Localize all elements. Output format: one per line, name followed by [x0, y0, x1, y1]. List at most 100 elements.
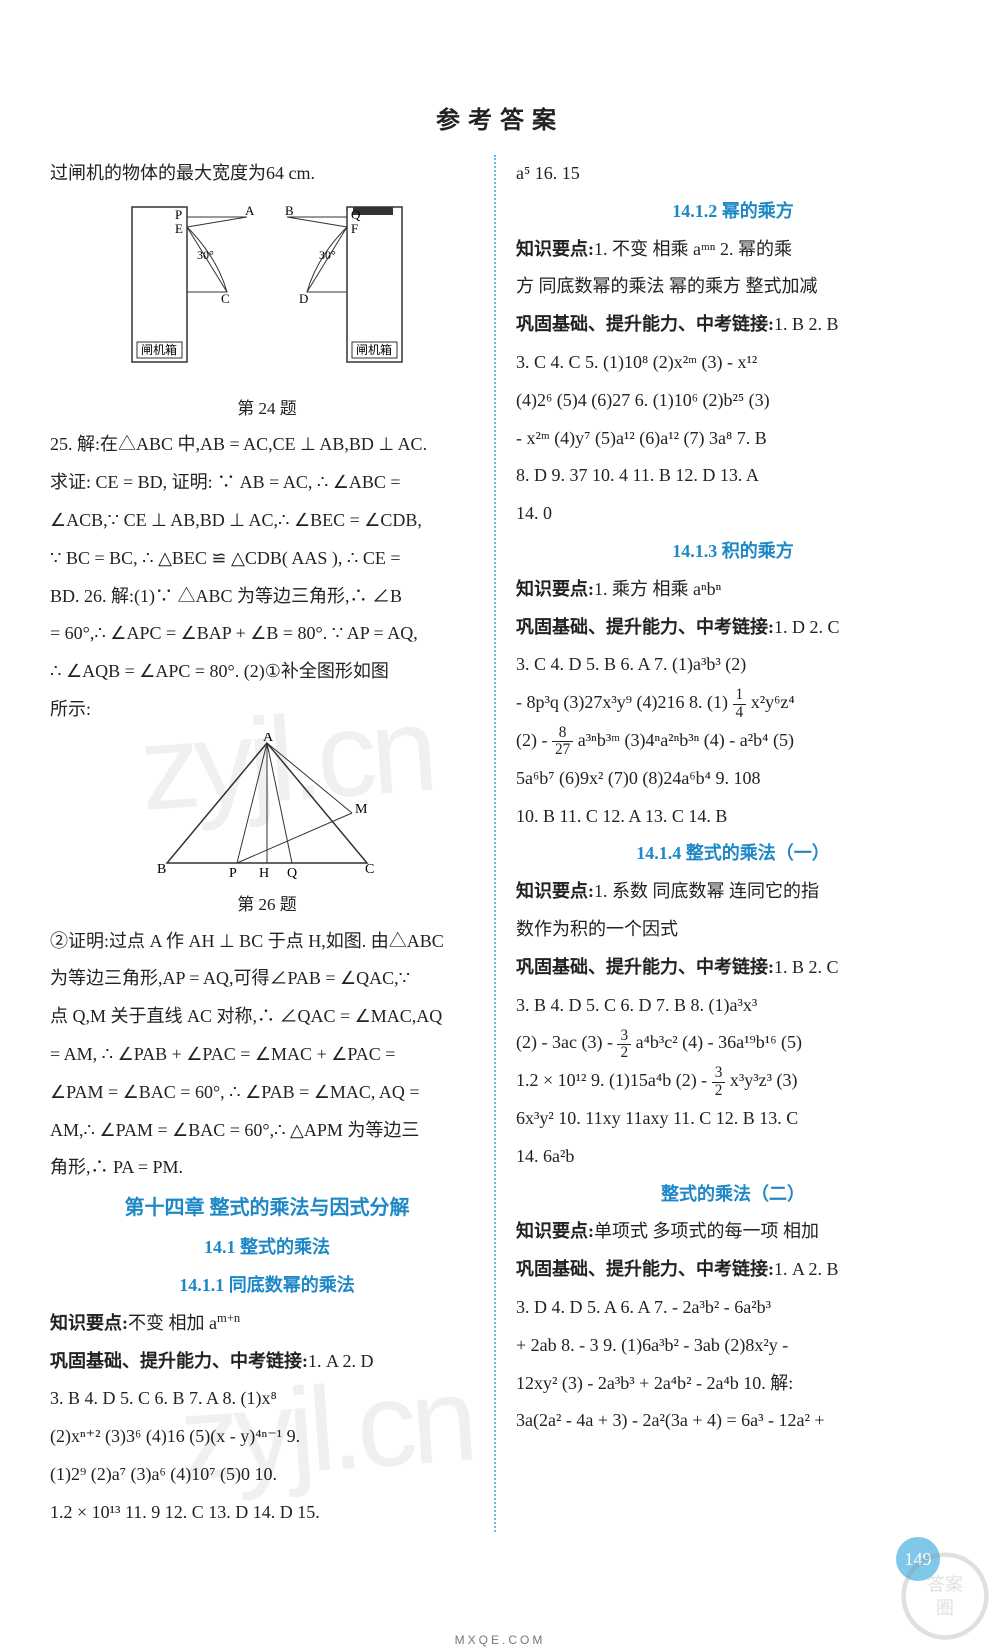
page-title: 参考答案: [0, 0, 1000, 135]
text-line: (4)2⁶ (5)4 (6)27 6. (1)10⁶ (2)b²⁵ (3): [516, 382, 950, 420]
text-line: ∠PAM = ∠BAC = 60°, ∴ ∠PAB = ∠MAC, AQ =: [50, 1074, 484, 1112]
label: 闸机箱: [141, 342, 177, 357]
label: Q: [287, 866, 297, 881]
exercise-label: 巩固基础、提升能力、中考链接:: [516, 957, 774, 977]
label: 30°: [319, 248, 336, 262]
label: Q: [351, 207, 361, 222]
text-line: - x²ᵐ (4)y⁷ (5)a¹² (6)a¹² (7) 3a⁸ 7. B: [516, 420, 950, 458]
text-line: ②证明:过点 A 作 AH ⊥ BC 于点 H,如图. 由△ABC: [50, 923, 484, 961]
text: a⁴b³c² (4) - 36a¹⁹b¹⁶ (5): [636, 1032, 802, 1052]
text-line: - 8p³q (3)27x³y⁹ (4)216 8. (1) 14 x²y⁶z⁴: [516, 684, 950, 722]
label: P: [229, 866, 237, 881]
text-line: 所示:: [50, 691, 484, 729]
text-line: 知识要点:1. 系数 同底数幂 连同它的指: [516, 873, 950, 911]
label: 闸机箱: [356, 342, 392, 357]
text-line: 3. D 4. D 5. A 6. A 7. - 2a³b² - 6a²b³: [516, 1289, 950, 1327]
label: A: [263, 733, 274, 745]
label: D: [299, 291, 308, 306]
text: (2) -: [516, 730, 552, 750]
text-line: 知识要点:单项式 多项式的每一项 相加: [516, 1213, 950, 1251]
text-line: 5a⁶b⁷ (6)9x² (7)0 (8)24a⁶b⁴ 9. 108: [516, 760, 950, 798]
columns: 过闸机的物体的最大宽度为64 cm. 闸机箱 闸机箱 P E A: [0, 135, 1000, 1532]
text-line: 8. D 9. 37 10. 4 11. B 12. D 13. A: [516, 457, 950, 495]
text-line: ∠ACB,∵ CE ⊥ AB,BD ⊥ AC,∴ ∠BEC = ∠CDB,: [50, 502, 484, 540]
fraction: 827: [552, 725, 573, 758]
text: a³ⁿb³ᵐ (3)4ⁿa²ⁿb³ⁿ (4) - a²b⁴ (5): [578, 730, 794, 750]
text-line: 数作为积的一个因式: [516, 911, 950, 949]
numerator: 3: [617, 1028, 631, 1045]
text-line: BD. 26. 解:(1)∵ △ABC 为等边三角形,∴ ∠B: [50, 578, 484, 616]
fraction: 14: [733, 687, 747, 720]
label: C: [365, 862, 374, 877]
text-line: + 2ab 8. - 3 9. (1)6a³b² - 3ab (2)8x²y -: [516, 1327, 950, 1365]
text-line: 25. 解:在△ABC 中,AB = AC,CE ⊥ AB,BD ⊥ AC.: [50, 426, 484, 464]
figure-26-caption: 第 26 题: [50, 887, 484, 923]
label: E: [175, 221, 183, 236]
knowledge-label: 知识要点:: [516, 239, 594, 259]
svg-text:答案: 答案: [927, 1575, 963, 1595]
text-line: (2)xⁿ⁺² (3)3⁶ (4)16 (5)(x - y)⁴ⁿ⁻¹ 9.: [50, 1418, 484, 1456]
label: B: [285, 203, 294, 218]
text-line: 点 Q,M 关于直线 AC 对称,∴ ∠QAC = ∠MAC,AQ: [50, 998, 484, 1036]
knowledge-label: 知识要点:: [516, 579, 594, 599]
label: 30°: [197, 248, 214, 262]
text-line: = 60°,∴ ∠APC = ∠BAP + ∠B = 80°. ∵ AP = A…: [50, 615, 484, 653]
numerator: 3: [712, 1065, 726, 1082]
text-line: 知识要点:1. 乘方 相乘 aⁿbⁿ: [516, 571, 950, 609]
text-line: 知识要点:1. 不变 相乘 aᵐⁿ 2. 幂的乘: [516, 231, 950, 269]
text-line: 3. C 4. C 5. (1)10⁸ (2)x²ᵐ (3) - x¹²: [516, 344, 950, 382]
knowledge-label: 知识要点:: [516, 1221, 594, 1241]
fraction: 32: [712, 1065, 726, 1098]
section-two-title: 整式的乘法（二）: [516, 1176, 950, 1214]
text-line: 求证: CE = BD, 证明: ∵ AB = AC, ∴ ∠ABC =: [50, 464, 484, 502]
label: C: [221, 291, 230, 306]
text-line: ∵ BC = BC, ∴ △BEC ≌ △CDB( AAS ), ∴ CE =: [50, 540, 484, 578]
numerator: 8: [552, 725, 573, 742]
denominator: 2: [712, 1083, 726, 1099]
svg-text:圈: 圈: [936, 1598, 954, 1618]
text-line: (2) - 827 a³ⁿb³ᵐ (3)4ⁿa²ⁿb³ⁿ (4) - a²b⁴ …: [516, 722, 950, 760]
label: P: [175, 207, 182, 222]
section-14-1-4-title: 14.1.4 整式的乘法（一）: [516, 835, 950, 873]
denominator: 2: [617, 1045, 631, 1061]
knowledge-label: 知识要点:: [516, 881, 594, 901]
text-line: (1)2⁹ (2)a⁷ (3)a⁶ (4)10⁷ (5)0 10.: [50, 1456, 484, 1494]
text-line: 1.2 × 10¹³ 11. 9 12. C 13. D 14. D 15.: [50, 1494, 484, 1532]
text-line: 巩固基础、提升能力、中考链接:1. B 2. B: [516, 306, 950, 344]
text-line: = AM, ∴ ∠PAB + ∠PAC = ∠MAC + ∠PAC =: [50, 1036, 484, 1074]
exercise-label: 巩固基础、提升能力、中考链接:: [516, 1259, 774, 1279]
denominator: 4: [733, 705, 747, 721]
text: 1. 乘方 相乘 aⁿbⁿ: [594, 579, 721, 599]
text: 1. B 2. C: [774, 957, 839, 977]
text-line: 为等边三角形,AP = AQ,可得∠PAB = ∠QAC,∵: [50, 960, 484, 998]
label: M: [355, 802, 368, 817]
text-line: 方 同底数幂的乘法 幂的乘方 整式加减: [516, 268, 950, 306]
fraction: 32: [617, 1028, 631, 1061]
text-line: 3. B 4. D 5. C 6. D 7. B 8. (1)a³x³: [516, 987, 950, 1025]
text-line: 巩固基础、提升能力、中考链接:1. A 2. D: [50, 1343, 484, 1381]
text-line: 3. B 4. D 5. C 6. B 7. A 8. (1)x⁸: [50, 1380, 484, 1418]
exercise-label: 巩固基础、提升能力、中考链接:: [516, 314, 774, 334]
text-line: 过闸机的物体的最大宽度为64 cm.: [50, 155, 484, 193]
text: 1. B 2. B: [774, 314, 839, 334]
text-line: (2) - 3ac (3) - 32 a⁴b³c² (4) - 36a¹⁹b¹⁶…: [516, 1024, 950, 1062]
figure-24: 闸机箱 闸机箱 P E A C 30°: [117, 197, 417, 387]
text: 1. 系数 同底数幂 连同它的指: [594, 881, 819, 901]
numerator: 1: [733, 687, 747, 704]
text: 单项式 多项式的每一项 相加: [594, 1221, 819, 1241]
text-line: 10. B 11. C 12. A 13. C 14. B: [516, 798, 950, 836]
text: x³y³z³ (3): [730, 1070, 798, 1090]
text-line: ∴ ∠AQB = ∠APC = 80°. (2)①补全图形如图: [50, 653, 484, 691]
section-14-1-title: 14.1 整式的乘法: [50, 1229, 484, 1267]
text-line: 3. C 4. D 5. B 6. A 7. (1)a³b³ (2): [516, 646, 950, 684]
label: B: [157, 862, 166, 877]
text-line: 6x³y² 10. 11xy 11axy 11. C 12. B 13. C: [516, 1100, 950, 1138]
right-column: a⁵ 16. 15 14.1.2 幂的乘方 知识要点:1. 不变 相乘 aᵐⁿ …: [496, 155, 950, 1532]
text: 1. D 2. C: [774, 617, 840, 637]
exercise-label: 巩固基础、提升能力、中考链接:: [516, 617, 774, 637]
text-line: 知识要点:不变 相加 am+n: [50, 1305, 484, 1343]
text-line: 巩固基础、提升能力、中考链接:1. D 2. C: [516, 609, 950, 647]
text: (2) - 3ac (3) -: [516, 1032, 617, 1052]
left-column: 过闸机的物体的最大宽度为64 cm. 闸机箱 闸机箱 P E A: [50, 155, 494, 1532]
label: A: [245, 203, 255, 218]
